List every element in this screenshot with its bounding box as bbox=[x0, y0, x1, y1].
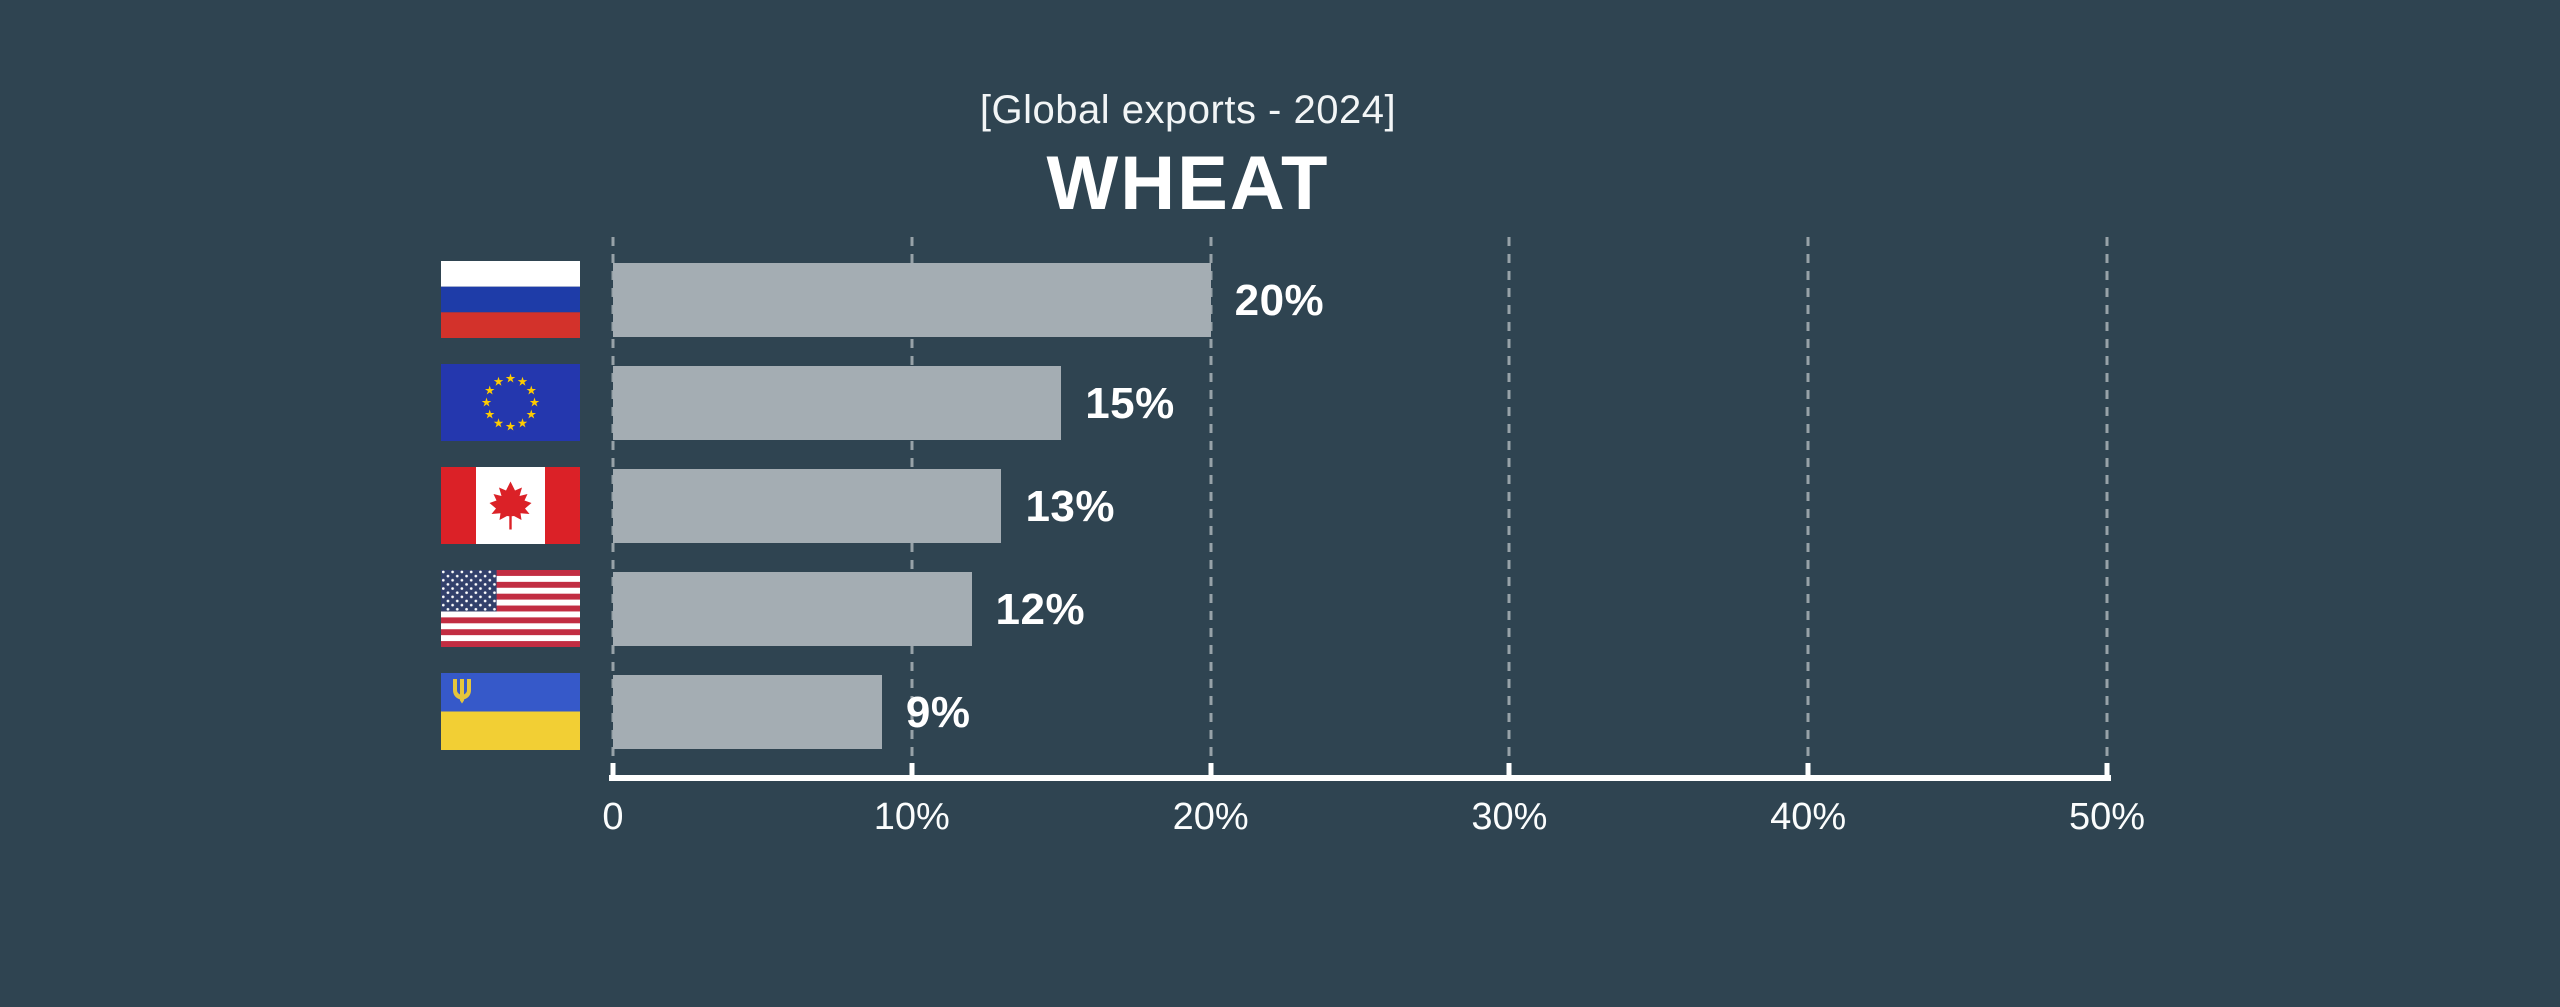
eu-flag-icon bbox=[441, 364, 580, 441]
x-tick-label-1: 10% bbox=[873, 796, 950, 838]
gridline-5 bbox=[2105, 237, 2109, 775]
axis-tick-2 bbox=[1208, 763, 1214, 778]
bar-row-ukraine: 9% bbox=[0, 673, 2560, 751]
chart-subtitle: [Global exports - 2024] bbox=[979, 88, 1397, 132]
x-tick-label-0: 0 bbox=[602, 796, 624, 838]
value-label-usa: 12% bbox=[995, 585, 1086, 634]
axis-tick-4 bbox=[1805, 763, 1811, 778]
bar-usa bbox=[613, 572, 972, 646]
ukraine-flag-icon bbox=[441, 673, 580, 750]
value-label-ukraine: 9% bbox=[905, 688, 971, 737]
bar-row-eu: 15% bbox=[0, 364, 2560, 442]
gridline-3 bbox=[1507, 237, 1511, 775]
x-axis-line bbox=[609, 775, 2111, 781]
value-label-russia: 20% bbox=[1234, 276, 1325, 325]
x-tick-label-2: 20% bbox=[1172, 796, 1249, 838]
value-label-eu: 15% bbox=[1085, 379, 1175, 428]
axis-tick-5 bbox=[2104, 763, 2110, 778]
bar-row-canada: 13% bbox=[0, 467, 2560, 545]
bar-row-russia: 20% bbox=[0, 261, 2560, 339]
chart-title: WHEAT bbox=[1046, 141, 1330, 226]
bar-eu bbox=[613, 366, 1062, 440]
russia-flag-icon bbox=[441, 261, 580, 338]
gridline-2 bbox=[1209, 237, 1213, 775]
axis-tick-3 bbox=[1506, 763, 1512, 778]
bar-row-usa: 12% bbox=[0, 570, 2560, 648]
axis-tick-0 bbox=[610, 763, 616, 778]
bar-canada bbox=[613, 469, 1002, 543]
usa-flag-icon bbox=[441, 570, 580, 647]
x-tick-label-3: 30% bbox=[1471, 796, 1548, 838]
bar-ukraine bbox=[613, 675, 882, 749]
x-tick-label-4: 40% bbox=[1770, 796, 1847, 838]
value-label-canada: 13% bbox=[1025, 482, 1116, 531]
canada-flag-icon bbox=[441, 467, 580, 544]
bar-russia bbox=[613, 263, 1211, 337]
axis-tick-1 bbox=[909, 763, 915, 778]
x-tick-label-5: 50% bbox=[2068, 796, 2146, 838]
gridline-4 bbox=[1806, 237, 1810, 775]
